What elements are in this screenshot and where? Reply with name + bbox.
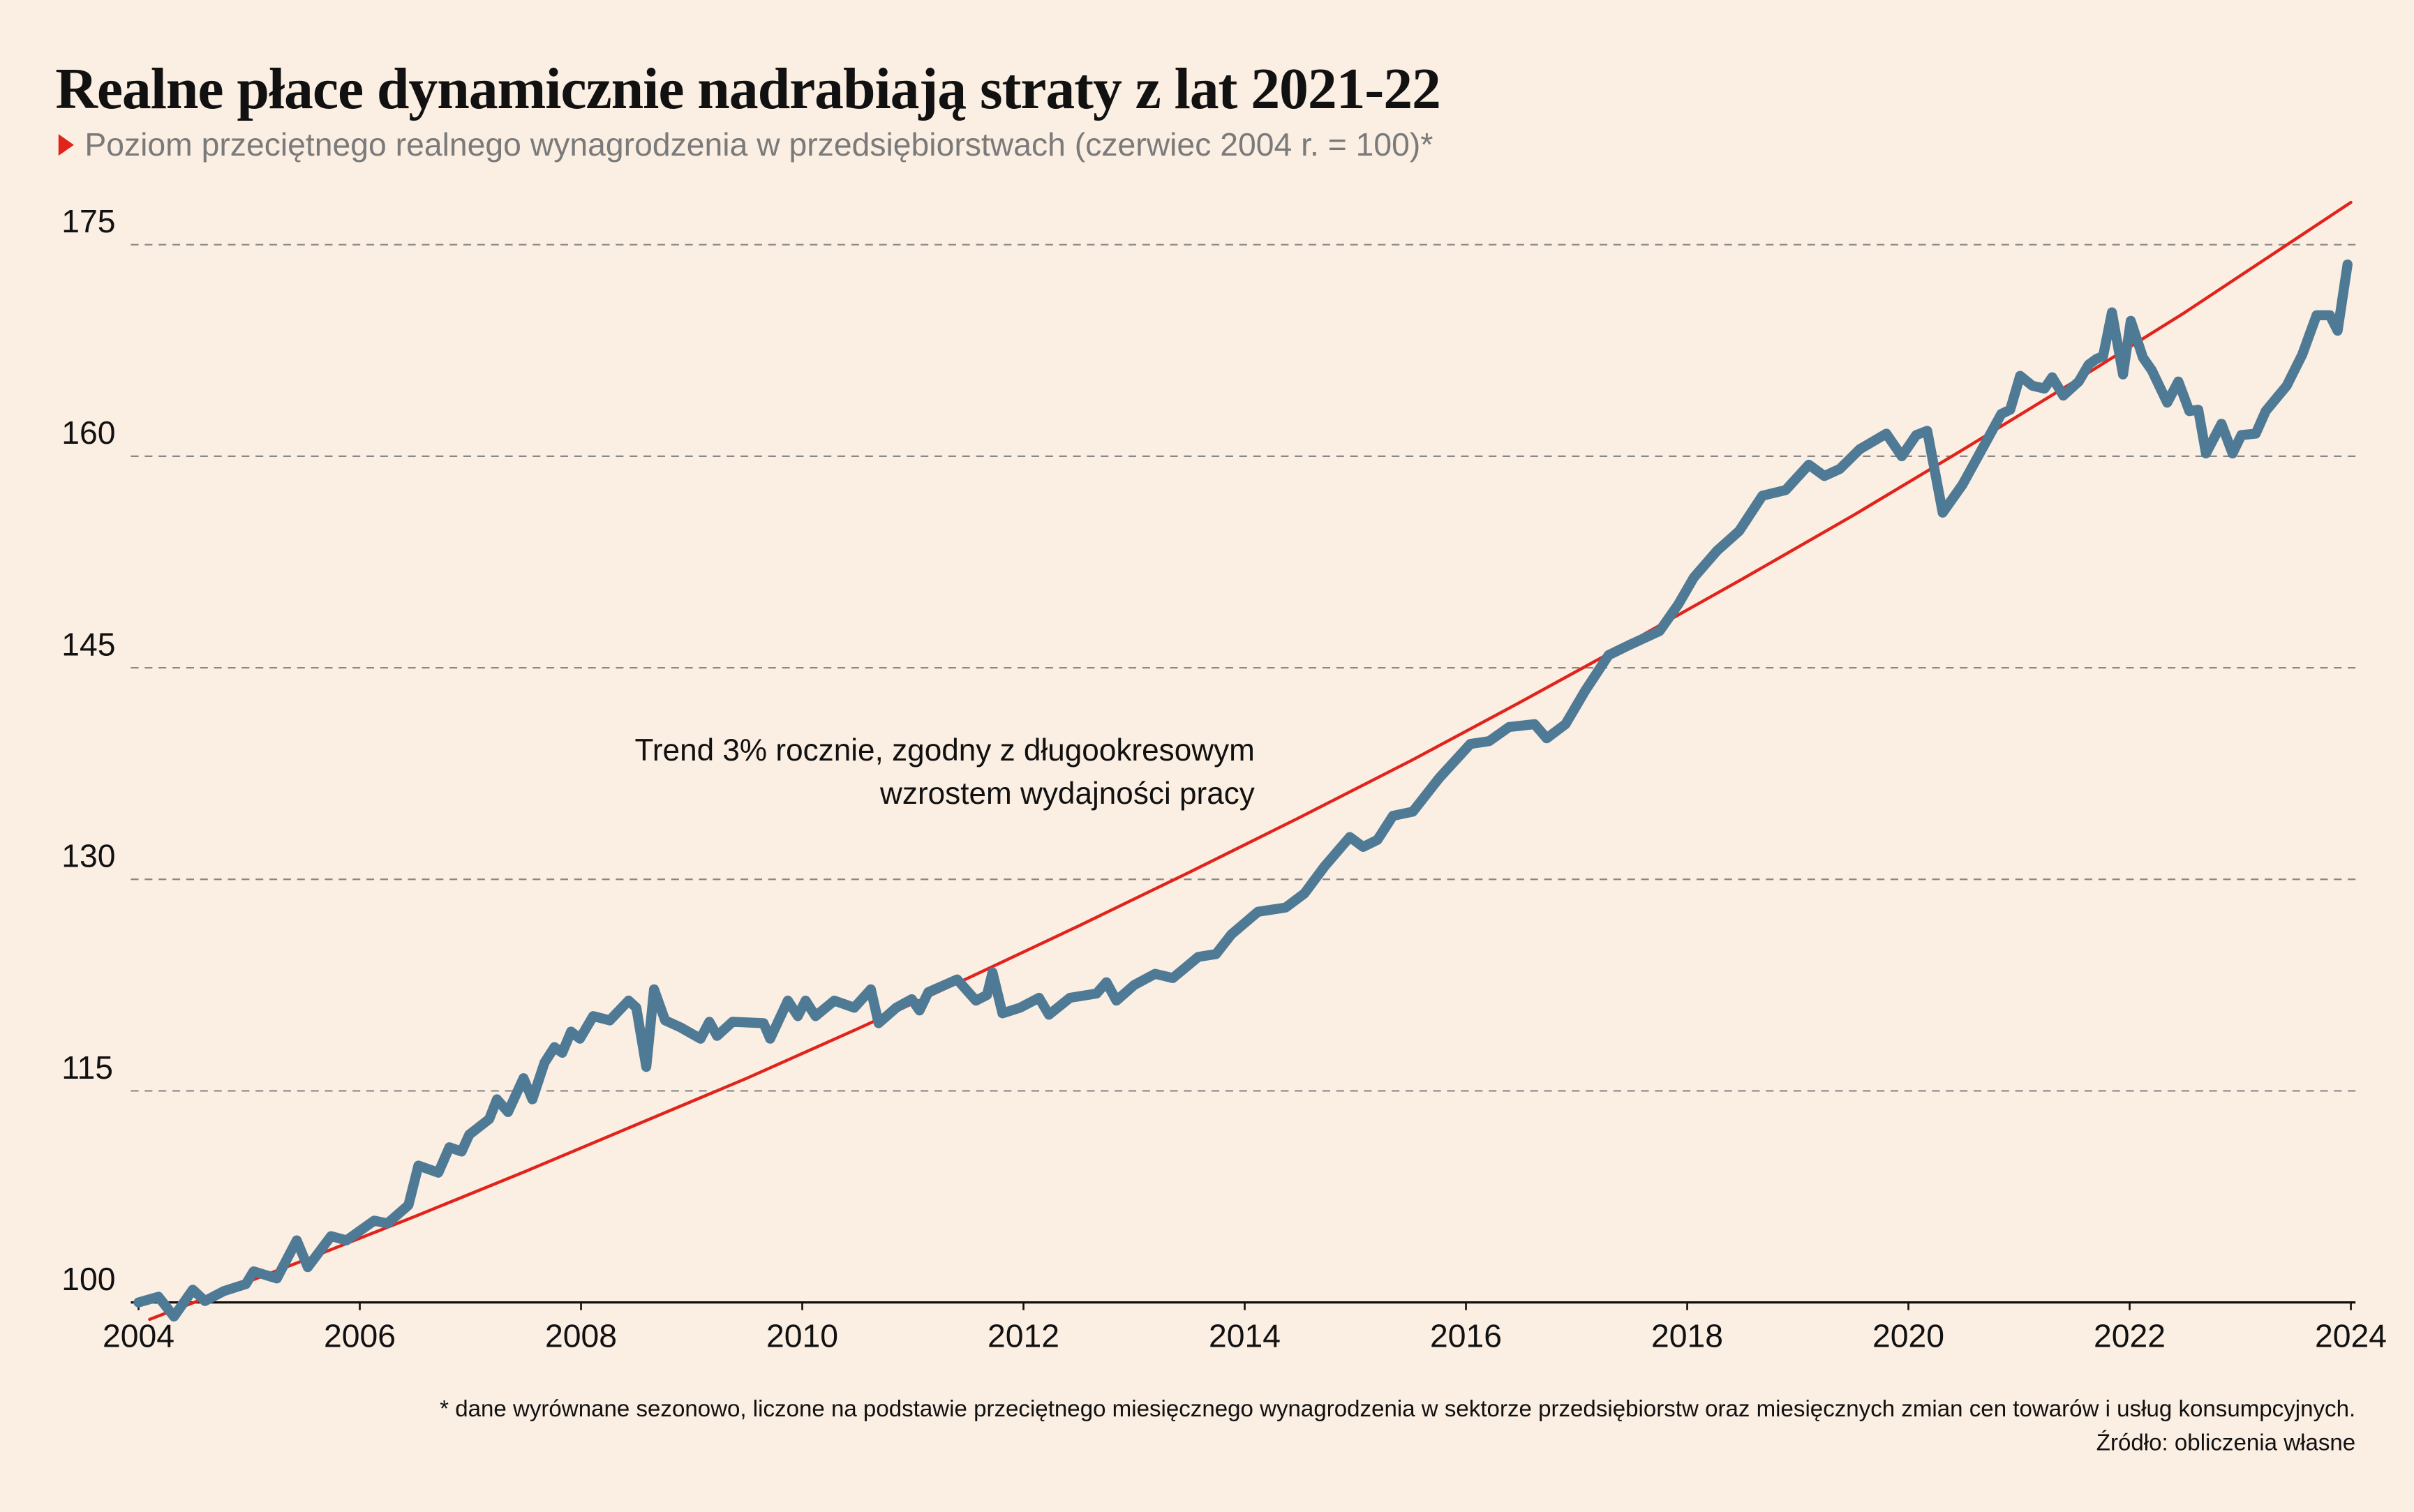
x-tick-label: 2008 (545, 1318, 617, 1354)
x-tick-label: 2022 (2094, 1318, 2166, 1354)
y-tick-label: 130 (61, 838, 115, 874)
data-line (133, 259, 2353, 1322)
x-tick-label: 2014 (1209, 1318, 1281, 1354)
annotation: wzrostem wydajności pracy (879, 777, 1255, 811)
x-tick-label: 2012 (988, 1318, 1059, 1354)
footnote: * dane wyrównane sezonowo, liczone na po… (440, 1396, 2355, 1422)
x-tick-label: 2018 (1651, 1318, 1723, 1354)
y-tick-label: 100 (61, 1261, 115, 1297)
y-tick-label: 175 (61, 203, 115, 239)
x-tick-label: 2006 (324, 1318, 396, 1354)
y-tick-label: 115 (61, 1049, 113, 1086)
x-tick-label: 2010 (766, 1318, 838, 1354)
x-tick-label: 2020 (1872, 1318, 1944, 1354)
trend-line (148, 200, 2353, 1322)
subtitle-marker (58, 134, 74, 156)
x-tick-label: 2016 (1430, 1318, 1502, 1354)
y-tick-label: 145 (61, 626, 115, 662)
x-tick-label: 2004 (103, 1318, 174, 1354)
y-tick-label: 160 (61, 414, 115, 451)
chart-title: Realne płace dynamicznie nadrabiają stra… (55, 57, 1440, 121)
chart-subtitle: Poziom przeciętnego realnego wynagrodzen… (84, 126, 1433, 163)
annotation: Trend 3% rocznie, zgodny z długookresowy… (635, 733, 1255, 768)
source: Źródło: obliczenia własne (2096, 1430, 2355, 1455)
x-tick-label: 2024 (2315, 1318, 2387, 1354)
